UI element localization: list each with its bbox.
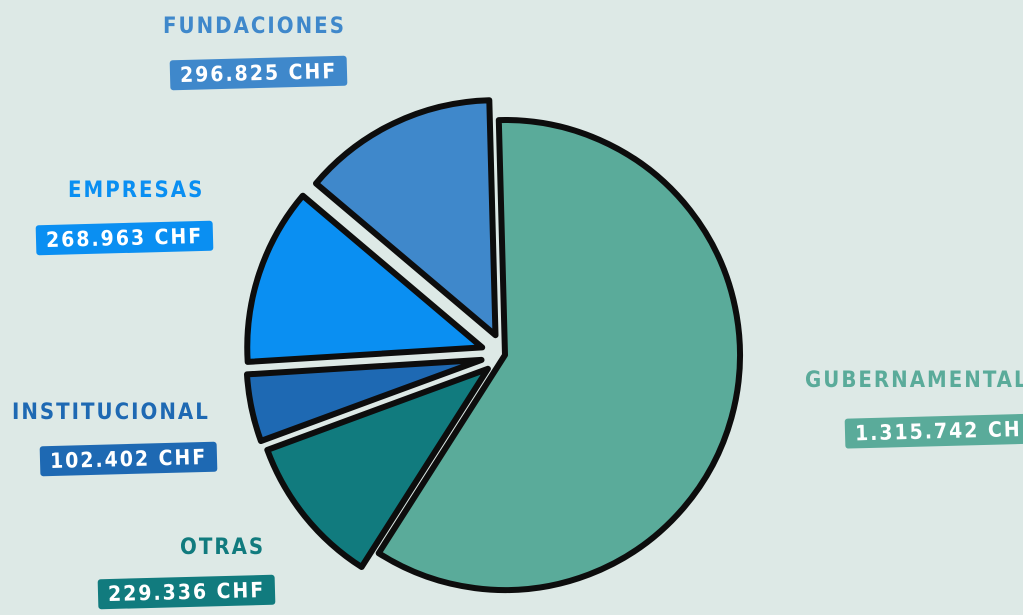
label-empresas-name: EMPRESAS (68, 178, 205, 203)
label-institucional-value: 102.402 CHF (39, 441, 218, 477)
pie-slice-gubernamental (375, 117, 743, 593)
pie-slice-otras (264, 365, 491, 570)
label-otras-value: 229.336 CHF (97, 574, 276, 610)
label-fundaciones-name: FUNDACIONES (163, 14, 346, 39)
label-empresas-value: 268.963 CHF (35, 220, 214, 256)
label-gubernamental-name: GUBERNAMENTAL (805, 368, 1023, 393)
pie-slice-fundaciones (313, 97, 499, 339)
pie-slice-empresas (244, 192, 486, 365)
pie-slice-institucional (244, 356, 485, 444)
label-fundaciones-value: 296.825 CHF (169, 55, 348, 91)
label-otras-name: OTRAS (180, 535, 266, 560)
label-institucional-name: INSTITUCIONAL (12, 400, 210, 425)
label-gubernamental-value: 1.315.742 CHF (844, 413, 1023, 449)
